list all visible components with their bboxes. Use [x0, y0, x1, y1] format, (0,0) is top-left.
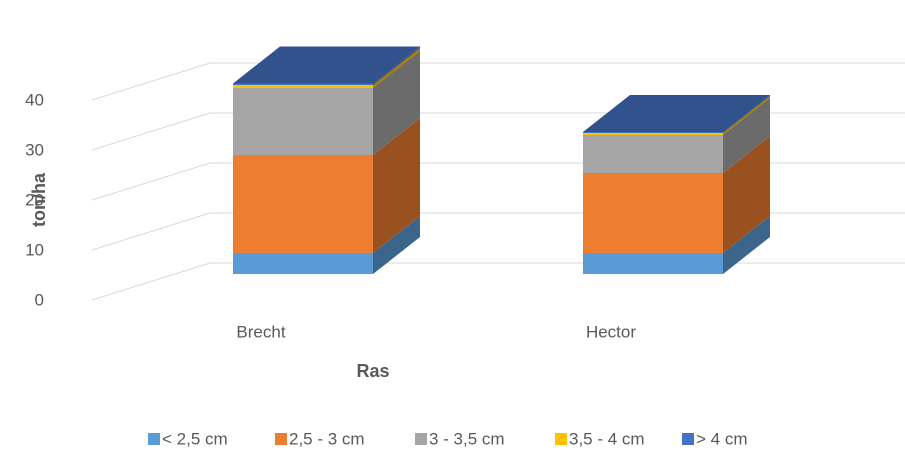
legend-swatch — [555, 433, 567, 445]
bar-side — [723, 216, 770, 274]
bar-side — [373, 48, 420, 88]
bar-side — [723, 96, 770, 135]
grid-line — [91, 112, 905, 151]
legend-swatch — [275, 433, 287, 445]
bar-segment — [233, 216, 420, 274]
bar-side — [373, 216, 420, 274]
bar-side — [723, 136, 770, 253]
bar-side — [373, 51, 420, 155]
y-tick-label: 40 — [25, 90, 44, 109]
bar-top — [583, 95, 770, 132]
bar-front — [583, 173, 723, 253]
bar-front — [583, 253, 723, 274]
grid-line — [91, 62, 905, 101]
bar-front — [233, 88, 373, 155]
y-axis-label: ton/ha — [29, 172, 49, 227]
legend-swatch — [415, 433, 427, 445]
bar-front — [233, 253, 373, 274]
bar-segment — [233, 46, 420, 85]
bar-segment — [233, 48, 420, 88]
bar-segment — [233, 118, 420, 253]
grid-line — [91, 262, 905, 301]
bar-segment — [583, 136, 770, 253]
bar-segment — [583, 95, 770, 133]
bar-side — [723, 98, 770, 173]
bar-side — [373, 46, 420, 85]
bar-segment — [583, 216, 770, 274]
legend-label: > 4 cm — [696, 429, 748, 448]
legend-label: 3 - 3,5 cm — [429, 429, 505, 448]
y-tick-label: 20 — [25, 190, 44, 209]
bar-segment — [233, 51, 420, 155]
bar-front — [583, 133, 723, 135]
bar-side — [723, 95, 770, 133]
y-tick-label: 0 — [35, 290, 44, 309]
y-tick-label: 10 — [25, 240, 44, 259]
legend-swatch — [682, 433, 694, 445]
bar-front — [583, 135, 723, 173]
bar-front — [233, 155, 373, 253]
bar-side — [373, 118, 420, 253]
bar-front — [233, 83, 373, 85]
legend-label: < 2,5 cm — [162, 429, 228, 448]
x-axis-label: Ras — [356, 361, 389, 381]
legend-label: 2,5 - 3 cm — [289, 429, 365, 448]
bar-front — [233, 85, 373, 88]
legend-swatch — [148, 433, 160, 445]
grid-line — [91, 212, 905, 251]
legend-label: 3,5 - 4 cm — [569, 429, 645, 448]
bar-front — [583, 132, 723, 133]
bar-top — [233, 46, 420, 84]
bar-segment — [583, 98, 770, 173]
x-tick-label: Brecht — [236, 322, 285, 341]
grid-line — [91, 162, 905, 201]
x-tick-label: Hector — [586, 322, 636, 341]
y-tick-label: 30 — [25, 140, 44, 159]
bar-segment — [583, 96, 770, 135]
